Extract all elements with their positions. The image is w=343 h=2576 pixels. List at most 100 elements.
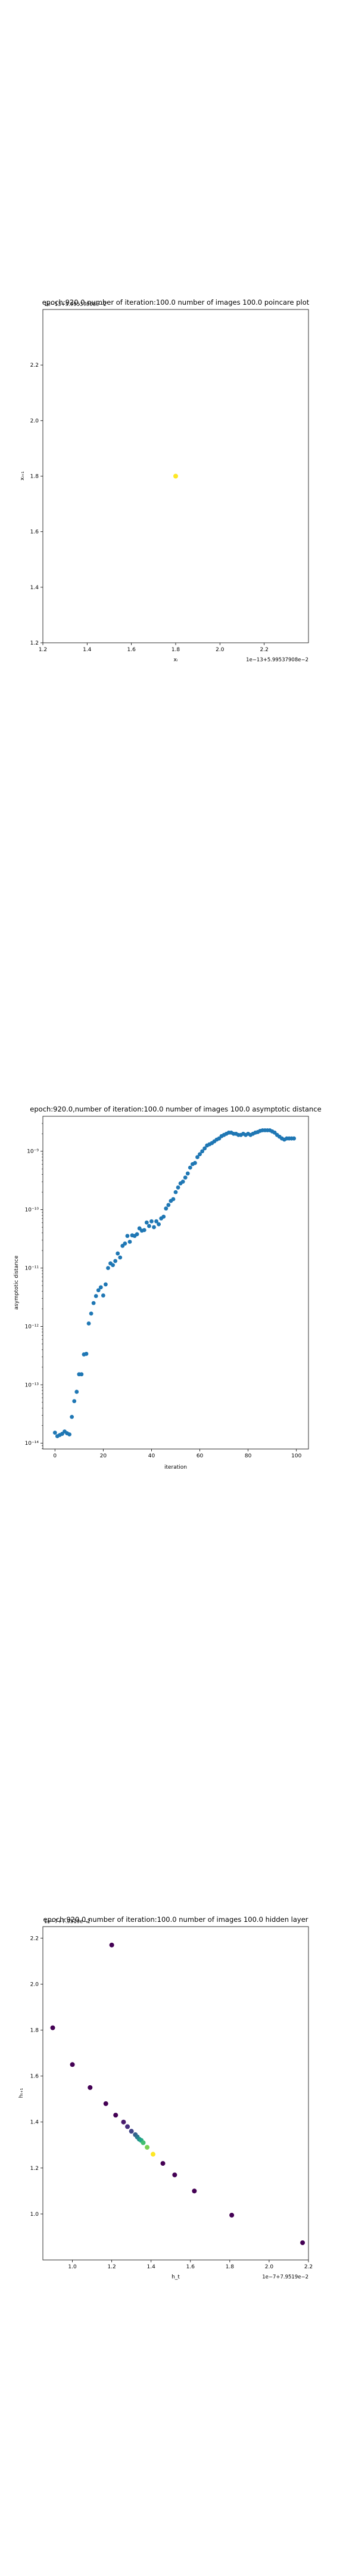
data-point xyxy=(127,1240,132,1244)
x-tick-label: 2.2 xyxy=(304,2264,313,2270)
data-point xyxy=(135,1232,139,1237)
y-tick-label: 2.0 xyxy=(30,418,39,424)
y-tick-label: 1.8 xyxy=(30,2027,39,2033)
poincare-plot: epoch:920.0,number of iteration:100.0 nu… xyxy=(20,298,310,663)
data-point xyxy=(93,1294,98,1298)
hidden-y-ticks: 1.0 1.2 1.4 1.6 1.8 2.0 2.2 xyxy=(30,1936,43,2218)
x-tick-label: 1.6 xyxy=(127,647,136,653)
y-tick-label: 1.0 xyxy=(30,2212,39,2218)
data-point xyxy=(88,2085,93,2090)
x-tick-label: 20 xyxy=(100,1453,107,1459)
data-point xyxy=(113,1259,118,1264)
asymptotic-title: epoch:920.0,number of iteration:100.0 nu… xyxy=(30,1105,321,1113)
hidden-x-label: h_t xyxy=(172,2274,180,2280)
data-point xyxy=(180,1179,185,1184)
y-tick-label: 10⁻⁹ xyxy=(27,1149,39,1155)
x-tick-label: 1.2 xyxy=(39,647,47,653)
y-tick-label: 10⁻¹² xyxy=(25,1324,39,1330)
data-point xyxy=(79,1372,84,1377)
data-point xyxy=(72,1399,77,1404)
x-tick-label: 40 xyxy=(148,1453,155,1459)
data-point xyxy=(183,1175,188,1180)
data-point xyxy=(229,2212,235,2218)
data-point xyxy=(86,1321,91,1326)
data-point xyxy=(193,1160,197,1165)
data-point xyxy=(185,1171,190,1176)
poincare-x-label: xᵢ xyxy=(174,657,178,663)
y-tick-label: 1.6 xyxy=(30,2074,39,2080)
x-tick-label: 1.0 xyxy=(68,2264,77,2270)
data-point xyxy=(106,1266,110,1270)
data-point xyxy=(84,1352,89,1356)
data-point xyxy=(125,1234,130,1239)
poincare-offset-bottom: 1e−13+5.99537908e−2 xyxy=(246,657,308,663)
data-point xyxy=(129,2129,134,2134)
data-point xyxy=(70,2062,75,2067)
hidden-axes-frame xyxy=(42,1926,309,2261)
x-tick-label: 1.4 xyxy=(83,647,92,653)
hidden-y-label: hₜ₊₁ xyxy=(18,2088,24,2098)
x-tick-label: 1.4 xyxy=(147,2264,156,2270)
hidden-title: epoch:920.0,number of iteration:100.0 nu… xyxy=(43,1915,308,1924)
data-point xyxy=(121,2119,126,2125)
data-point xyxy=(141,2140,146,2145)
data-point xyxy=(52,1431,57,1435)
x-tick-label: 1.8 xyxy=(226,2264,235,2270)
data-point xyxy=(123,1241,127,1246)
data-point xyxy=(166,1203,171,1208)
data-point xyxy=(142,1228,146,1233)
poincare-points xyxy=(173,473,178,479)
x-tick-label: 60 xyxy=(197,1453,204,1459)
data-point xyxy=(147,1224,151,1228)
data-point xyxy=(176,1185,180,1190)
data-point xyxy=(70,1414,74,1419)
data-point xyxy=(116,1251,120,1256)
data-point xyxy=(188,1165,192,1170)
y-tick-label: 1.2 xyxy=(30,640,39,646)
data-point xyxy=(96,1288,101,1293)
y-tick-label: 1.4 xyxy=(30,2120,39,2126)
asymptotic-y-ticks: 10⁻¹⁴ 10⁻¹³ 10⁻¹² 10⁻¹¹ 10⁻¹⁰ 10⁻⁹ xyxy=(25,1123,43,1449)
data-point xyxy=(118,1255,123,1260)
poincare-x-ticks: 1.2 1.4 1.6 1.8 2.0 2.2 xyxy=(39,643,269,653)
data-point xyxy=(89,1311,93,1316)
data-point xyxy=(192,2188,197,2194)
data-point xyxy=(101,1293,105,1298)
data-point xyxy=(125,2124,130,2129)
x-tick-label: 0 xyxy=(53,1453,57,1459)
data-point xyxy=(161,1214,166,1219)
y-tick-label: 2.2 xyxy=(30,363,39,369)
poincare-title: epoch:920.0,number of iteration:100.0 nu… xyxy=(42,298,310,306)
data-point xyxy=(292,1136,297,1141)
data-point xyxy=(91,1301,96,1305)
data-point xyxy=(113,2113,119,2118)
hidden-x-ticks: 1.0 1.2 1.4 1.6 1.8 2.0 2.2 xyxy=(68,2260,313,2270)
data-point xyxy=(104,1282,108,1287)
asymptotic-distance-plot: epoch:920.0,number of iteration:100.0 nu… xyxy=(14,1105,322,1470)
x-tick-label: 2.0 xyxy=(216,647,224,653)
data-point xyxy=(200,1149,204,1154)
y-tick-label: 10⁻¹⁰ xyxy=(25,1208,39,1213)
y-tick-label: 1.8 xyxy=(30,474,39,480)
data-point xyxy=(202,1146,207,1151)
data-point xyxy=(195,1155,199,1159)
data-point xyxy=(171,1197,176,1202)
y-tick-label: 1.4 xyxy=(30,585,39,591)
asymptotic-x-label: iteration xyxy=(164,1465,187,1470)
poincare-offset-top: 1e−13+5.99537908e−2 xyxy=(44,302,107,308)
x-tick-label: 80 xyxy=(245,1453,252,1459)
x-tick-label: 2.0 xyxy=(265,2264,274,2270)
data-point xyxy=(152,1225,156,1230)
x-tick-label: 100 xyxy=(291,1453,301,1459)
data-point xyxy=(164,1206,169,1211)
data-point xyxy=(74,1389,79,1394)
y-tick-label: 2.2 xyxy=(30,1936,39,1942)
hidden-offset-top: 1e−7+7.9519e−2 xyxy=(44,1919,91,1925)
y-tick-label: 10⁻¹¹ xyxy=(25,1266,39,1272)
x-tick-label: 1.6 xyxy=(186,2264,195,2270)
data-point xyxy=(50,2025,55,2030)
data-point xyxy=(149,1219,154,1224)
y-tick-label: 1.6 xyxy=(30,530,39,535)
hidden-offset-bottom: 1e−7+7.9519e−2 xyxy=(262,2274,308,2280)
